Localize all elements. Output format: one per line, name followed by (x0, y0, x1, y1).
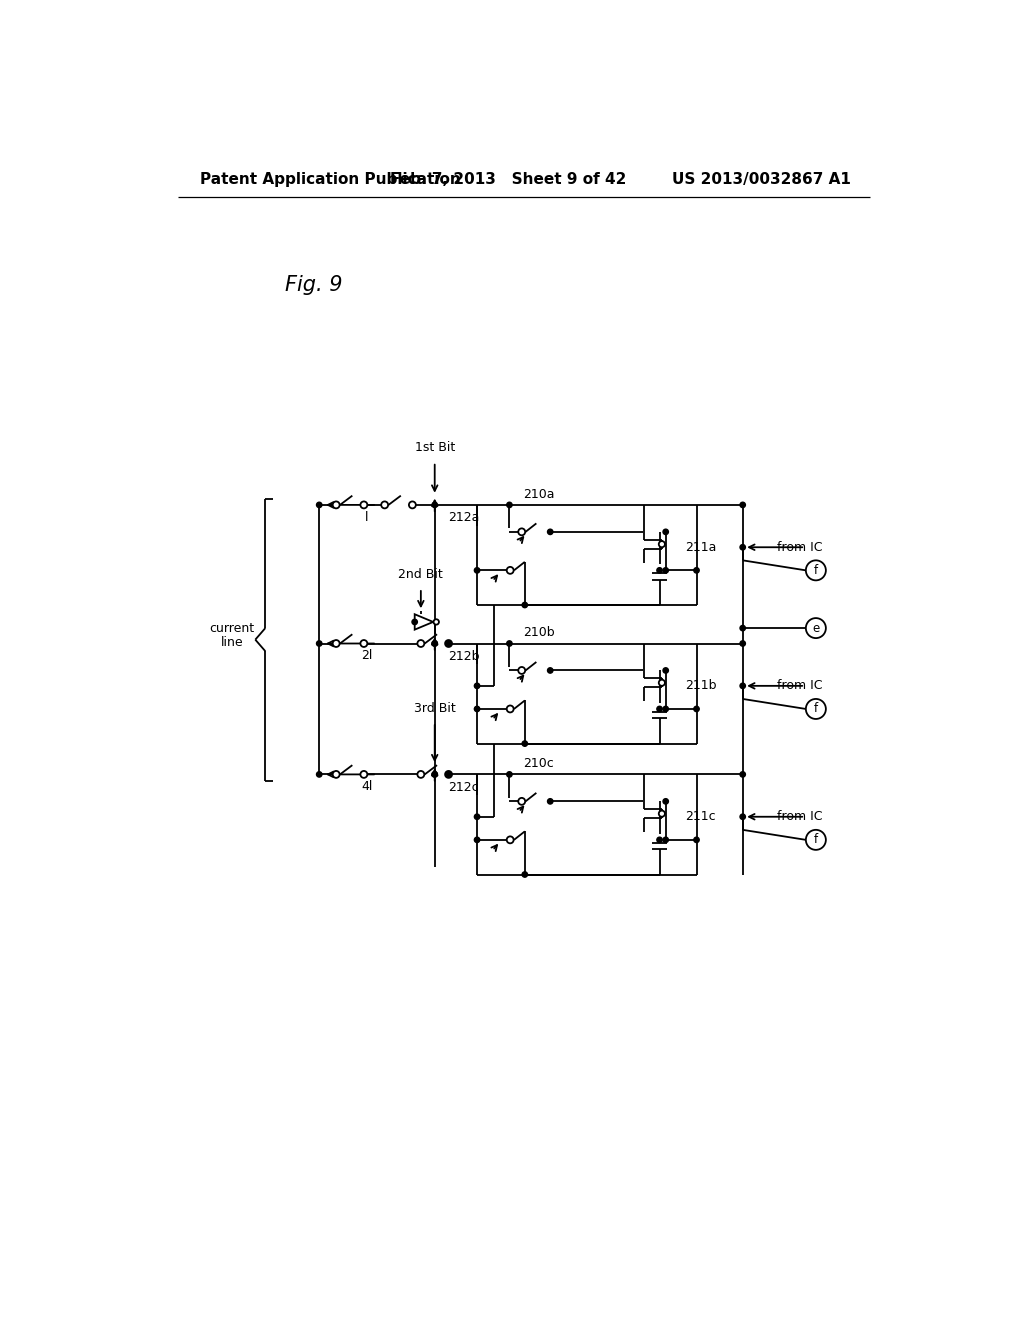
Circle shape (656, 568, 663, 573)
Circle shape (806, 618, 826, 638)
Circle shape (806, 830, 826, 850)
Circle shape (507, 640, 512, 647)
Circle shape (316, 640, 322, 647)
Text: 1st Bit: 1st Bit (415, 441, 455, 454)
Circle shape (656, 706, 663, 711)
Circle shape (433, 619, 439, 624)
Text: 210c: 210c (523, 758, 554, 770)
Circle shape (663, 706, 669, 711)
Circle shape (548, 799, 553, 804)
Circle shape (445, 640, 452, 647)
Circle shape (740, 626, 745, 631)
Circle shape (740, 814, 745, 820)
Circle shape (740, 502, 745, 508)
Text: f: f (814, 833, 818, 846)
Circle shape (507, 837, 514, 843)
Circle shape (474, 814, 480, 820)
Circle shape (658, 810, 665, 817)
Circle shape (360, 502, 368, 508)
Circle shape (316, 502, 322, 508)
Circle shape (381, 502, 388, 508)
Circle shape (740, 545, 745, 550)
Text: line: line (221, 636, 244, 649)
Circle shape (316, 772, 322, 777)
Circle shape (432, 640, 437, 647)
Circle shape (663, 568, 669, 573)
Circle shape (522, 741, 527, 746)
Text: from IC: from IC (777, 541, 823, 554)
Circle shape (474, 837, 480, 842)
Circle shape (418, 640, 424, 647)
Text: Feb. 7, 2013   Sheet 9 of 42: Feb. 7, 2013 Sheet 9 of 42 (390, 173, 626, 187)
Circle shape (507, 705, 514, 713)
Circle shape (507, 772, 512, 777)
Text: 2l: 2l (361, 649, 373, 663)
Text: 212a: 212a (449, 511, 480, 524)
Text: f: f (814, 564, 818, 577)
Circle shape (432, 772, 437, 777)
Text: 2nd Bit: 2nd Bit (398, 568, 443, 581)
Text: 3rd Bit: 3rd Bit (414, 702, 456, 715)
Circle shape (507, 566, 514, 574)
Circle shape (518, 667, 525, 675)
Circle shape (432, 640, 437, 647)
Circle shape (445, 772, 452, 777)
Text: Patent Application Publication: Patent Application Publication (200, 173, 461, 187)
Circle shape (656, 837, 663, 842)
Text: 211b: 211b (685, 680, 717, 693)
Text: from IC: from IC (777, 810, 823, 824)
Circle shape (548, 529, 553, 535)
Circle shape (409, 502, 416, 508)
Circle shape (432, 772, 437, 777)
Circle shape (694, 568, 699, 573)
Circle shape (694, 706, 699, 711)
Text: Fig. 9: Fig. 9 (285, 276, 342, 296)
Circle shape (518, 528, 525, 536)
Text: 4l: 4l (361, 780, 373, 793)
Text: l: l (366, 511, 369, 524)
Text: 210b: 210b (523, 626, 554, 639)
Circle shape (333, 640, 340, 647)
Circle shape (333, 771, 340, 777)
Circle shape (806, 700, 826, 719)
Circle shape (432, 502, 437, 508)
Circle shape (522, 871, 527, 878)
Circle shape (522, 602, 527, 607)
Circle shape (507, 502, 512, 508)
Text: 210a: 210a (523, 487, 554, 500)
Text: 211c: 211c (685, 810, 716, 824)
Text: 211a: 211a (685, 541, 717, 554)
Circle shape (474, 568, 480, 573)
Circle shape (445, 640, 452, 647)
Circle shape (663, 799, 669, 804)
Circle shape (663, 837, 669, 842)
Text: current: current (210, 622, 255, 635)
Text: e: e (812, 622, 819, 635)
Circle shape (418, 771, 424, 777)
Text: US 2013/0032867 A1: US 2013/0032867 A1 (672, 173, 851, 187)
Text: f: f (814, 702, 818, 715)
Circle shape (806, 561, 826, 581)
Circle shape (518, 797, 525, 805)
Circle shape (694, 837, 699, 842)
Text: 212c: 212c (449, 781, 479, 795)
Circle shape (658, 541, 665, 548)
Circle shape (663, 529, 669, 535)
Circle shape (548, 668, 553, 673)
Circle shape (360, 771, 368, 777)
Circle shape (740, 684, 745, 689)
Circle shape (445, 771, 452, 777)
Circle shape (360, 640, 368, 647)
Circle shape (663, 668, 669, 673)
Circle shape (740, 772, 745, 777)
Circle shape (333, 502, 340, 508)
Text: 212b: 212b (449, 649, 480, 663)
Circle shape (658, 680, 665, 686)
Circle shape (412, 619, 418, 624)
Circle shape (474, 706, 480, 711)
Circle shape (474, 684, 480, 689)
Circle shape (740, 640, 745, 647)
Text: from IC: from IC (777, 680, 823, 693)
